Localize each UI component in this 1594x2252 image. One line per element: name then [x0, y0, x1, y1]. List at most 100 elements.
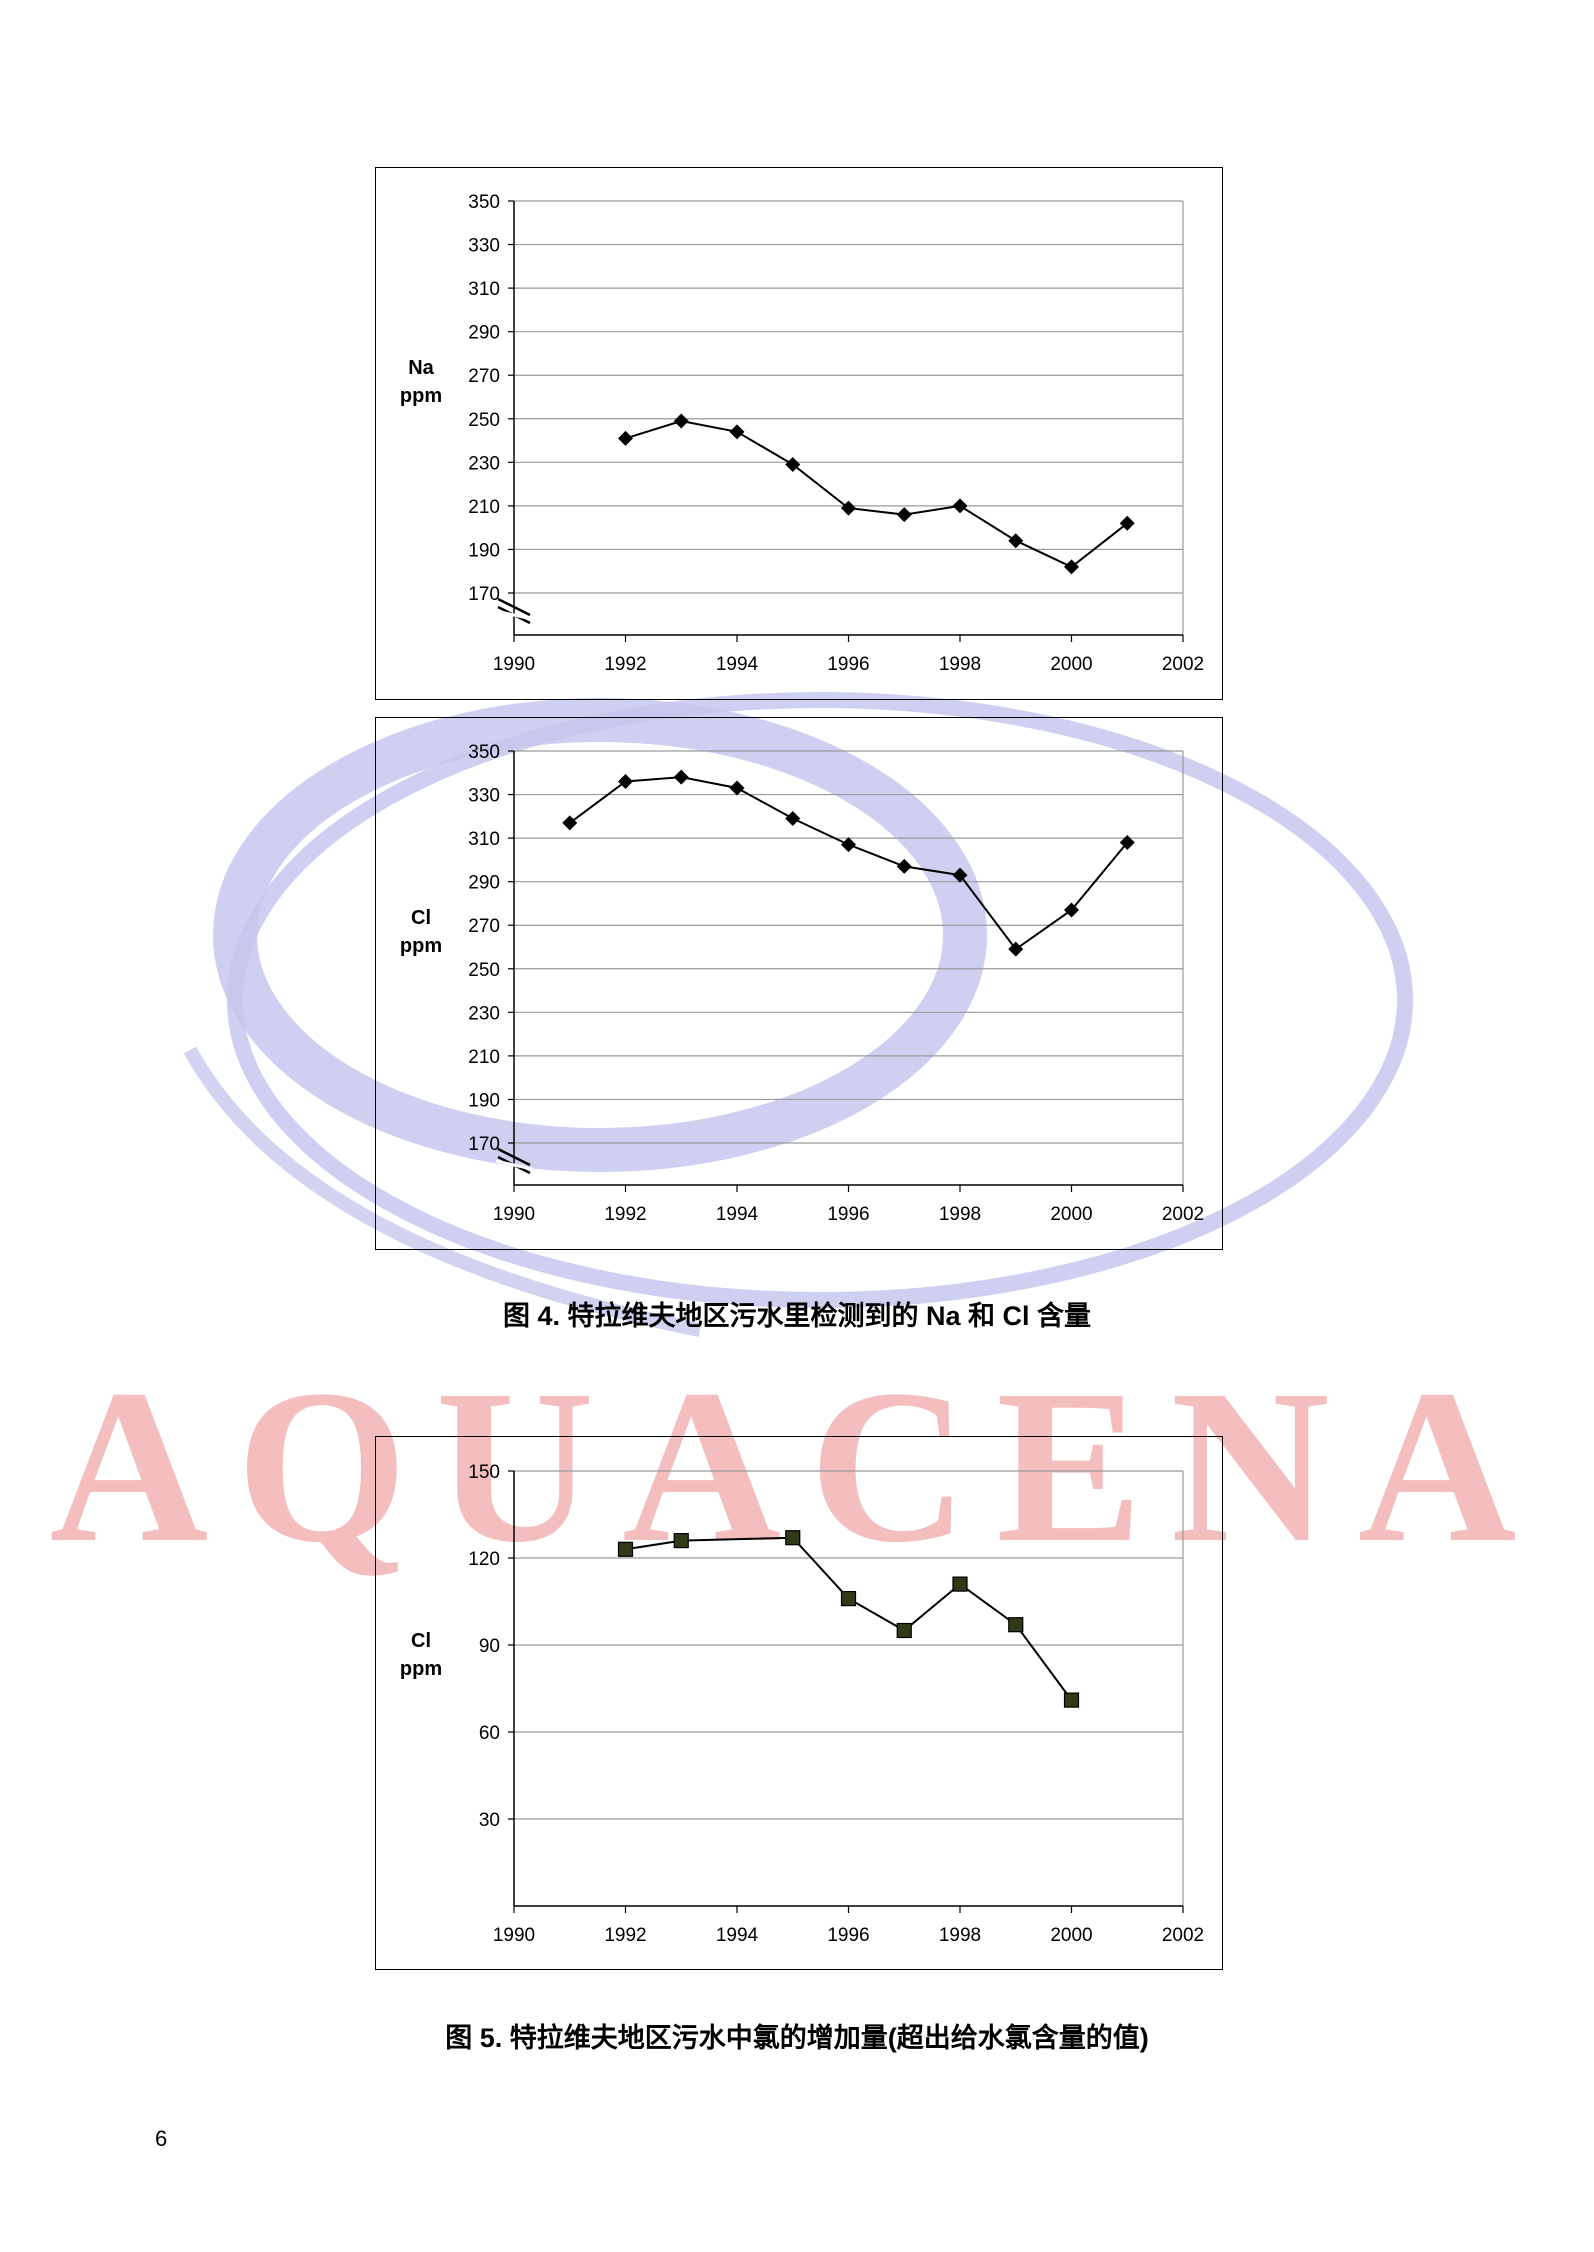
series-line — [569, 776, 1129, 951]
plot-area: 350 330 310 290 270 250 230 210 190 170 1990 1992 19… — [468, 742, 1204, 1225]
y-axis-label-line1: Cl — [411, 1630, 431, 1652]
x-tick-label: 1998 — [939, 654, 981, 675]
y-axis-label: Na ppm — [376, 354, 466, 410]
y-tick-label: 330 — [468, 786, 500, 807]
data-point — [952, 498, 968, 514]
x-tick-label: 2000 — [1050, 1925, 1092, 1946]
figure-4-caption: 图 4. 特拉维夫地区污水里检测到的 Na 和 Cl 含量 — [502, 1301, 1092, 1331]
data-point — [1119, 834, 1135, 850]
y-tick-label: 210 — [468, 1047, 500, 1068]
data-point — [785, 1530, 801, 1546]
y-tick-label: 270 — [468, 366, 500, 387]
x-tick-label: 1994 — [716, 1204, 759, 1225]
y-tick-label: 350 — [468, 192, 500, 213]
data-point — [673, 413, 689, 429]
data-point — [785, 457, 801, 473]
data-point — [841, 837, 856, 853]
y-axis-label: Cl ppm — [376, 1627, 466, 1683]
data-point — [785, 811, 801, 827]
data-point — [841, 500, 856, 516]
y-tick-label: 30 — [479, 1810, 500, 1831]
y-tick-label: 230 — [468, 1003, 500, 1024]
y-tick-label: 210 — [468, 497, 500, 518]
data-point — [729, 780, 745, 796]
axis-break-mark — [497, 597, 531, 617]
x-tick-label: 1990 — [493, 1204, 535, 1225]
y-tick-label: 250 — [468, 410, 500, 431]
y-tick-label: 270 — [468, 916, 500, 937]
data-point — [896, 1622, 912, 1639]
x-tick-label: 2000 — [1050, 654, 1092, 675]
data-point — [896, 858, 912, 874]
data-point — [1064, 559, 1079, 575]
cl-chart: 350 330 310 290 270 250 230 210 190 170 1990 1992 19… — [375, 717, 1223, 1250]
y-tick-label: 150 — [468, 1462, 500, 1483]
data-point — [1008, 941, 1024, 957]
y-tick-label: 310 — [468, 279, 500, 300]
x-tick-label: 1994 — [716, 654, 759, 675]
y-tick-label: 290 — [468, 323, 500, 344]
data-point — [952, 1576, 968, 1592]
x-tick-label: 1992 — [604, 1204, 646, 1225]
x-tick-label: 1996 — [827, 654, 869, 675]
x-tick-label: 1998 — [939, 1204, 981, 1225]
x-tick-label: 2002 — [1162, 654, 1204, 675]
y-axis-label-line2: ppm — [399, 385, 443, 407]
data-point — [1119, 515, 1135, 531]
y-axis-label-line1: Cl — [411, 907, 431, 929]
plot-area: 350 330 310 290 270 250 230 210 190 170 1990 1992 19… — [468, 192, 1204, 675]
data-point — [1008, 533, 1024, 549]
data-point — [618, 773, 633, 789]
data-point — [729, 424, 745, 440]
y-tick-label: 350 — [468, 742, 500, 763]
x-tick-label: 1990 — [493, 654, 535, 675]
y-axis-label-line1: Na — [408, 357, 434, 379]
y-tick-label: 290 — [468, 873, 500, 894]
series-line — [625, 1536, 1073, 1701]
series-line — [625, 419, 1128, 569]
x-tick-label: 1992 — [604, 1925, 646, 1946]
data-point — [673, 1532, 689, 1549]
x-tick-label: 1996 — [827, 1925, 869, 1946]
x-tick-label: 2002 — [1162, 1204, 1204, 1225]
data-point — [617, 1541, 634, 1557]
watermark-text: AQUACENA — [49, 1344, 1544, 1588]
na-chart: 350 330 310 290 270 250 230 210 190 170 1990 1992 19… — [375, 167, 1223, 700]
y-tick-label: 120 — [468, 1549, 500, 1570]
x-tick-label: 1996 — [827, 1204, 869, 1225]
y-tick-label: 190 — [468, 540, 500, 561]
x-tick-label: 1992 — [604, 654, 646, 675]
data-point — [673, 769, 689, 785]
y-axis-label-line2: ppm — [399, 1658, 443, 1680]
data-point — [618, 430, 633, 446]
data-point — [840, 1591, 857, 1607]
y-tick-label: 90 — [479, 1636, 500, 1657]
data-point — [1008, 1617, 1024, 1633]
y-tick-label: 170 — [468, 584, 500, 605]
plot-area: 150 120 90 60 30 1990 1992 1994 1996 1998 2000 2002 — [468, 1462, 1204, 1946]
axis-break-gap — [495, 609, 533, 621]
x-tick-label: 2002 — [1162, 1925, 1204, 1946]
y-tick-label: 250 — [468, 960, 500, 981]
y-tick-label: 170 — [468, 1134, 500, 1155]
x-tick-label: 1990 — [493, 1925, 535, 1946]
y-tick-label: 230 — [468, 453, 500, 474]
y-axis-label-line2: ppm — [399, 935, 443, 957]
data-point — [1063, 1692, 1080, 1708]
x-tick-label: 1994 — [716, 1925, 759, 1946]
data-point — [896, 507, 912, 523]
axis-break-gap — [495, 1159, 533, 1171]
y-tick-label: 330 — [468, 236, 500, 257]
y-tick-label: 310 — [468, 829, 500, 850]
y-axis-label: Cl ppm — [376, 904, 466, 960]
cl-increase-chart: 150 120 90 60 30 1990 1992 1994 1996 1998 2000 2002… — [375, 1436, 1223, 1970]
page-number: 6 — [155, 2126, 168, 2151]
data-point — [952, 867, 968, 883]
figure-5-caption: 图 5. 特拉维夫地区污水中氯的增加量(超出给水氯含量的值) — [445, 2023, 1149, 2053]
watermark-ring — [183, 692, 1413, 1337]
y-tick-label: 190 — [468, 1090, 500, 1111]
data-point — [1064, 902, 1079, 918]
x-tick-label: 1998 — [939, 1925, 981, 1946]
axis-break-mark — [497, 1147, 531, 1167]
